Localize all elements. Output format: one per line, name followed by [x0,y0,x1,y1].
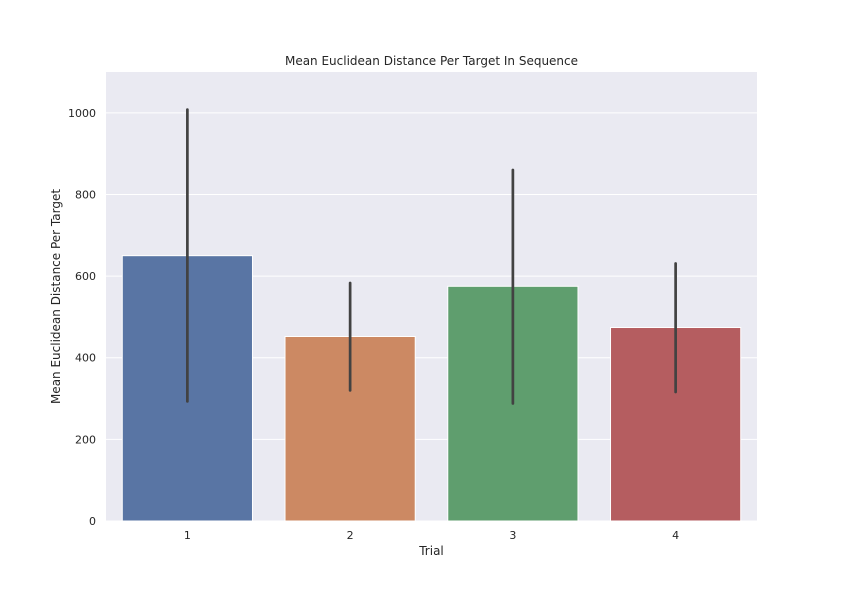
y-tick-label: 400 [75,352,96,365]
x-tick-label: 1 [184,529,191,542]
error-bars [186,108,677,405]
y-axis-label: Mean Euclidean Distance Per Target [49,189,63,404]
x-axis-label: Trial [418,544,444,558]
x-tick-labels: 1 2 3 4 [184,529,679,542]
y-tick-labels: 0 200 400 600 800 1000 [68,107,96,528]
y-tick-label: 800 [75,188,96,201]
x-tick-label: 4 [672,529,679,542]
chart-title: Mean Euclidean Distance Per Target In Se… [285,54,578,68]
y-tick-label: 600 [75,270,96,283]
y-tick-label: 1000 [68,107,96,120]
y-tick-label: 0 [89,515,96,528]
x-tick-label: 2 [347,529,354,542]
x-tick-label: 3 [509,529,516,542]
y-tick-label: 200 [75,433,96,446]
